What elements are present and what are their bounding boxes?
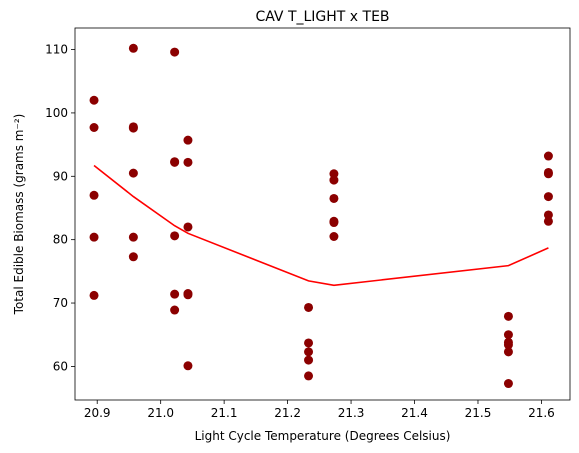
x-tick-label: 21.2 — [274, 406, 301, 420]
data-layer — [89, 43, 553, 389]
scatter-point — [304, 338, 314, 348]
scatter-point — [329, 175, 339, 185]
x-tick-label: 21.6 — [528, 406, 555, 420]
scatter-point — [183, 135, 193, 145]
scatter-point — [543, 216, 553, 226]
scatter-point — [503, 340, 513, 350]
scatter-point — [543, 169, 553, 179]
y-axis-label: Total Edible Biomass (grams m⁻²) — [12, 114, 26, 316]
y-tick-label: 70 — [53, 296, 68, 310]
y-tick-label: 60 — [53, 359, 68, 373]
scatter-point — [304, 371, 314, 381]
scatter-point — [503, 379, 513, 389]
x-tick-label: 21.3 — [338, 406, 365, 420]
scatter-point — [304, 355, 314, 365]
scatter-point — [304, 347, 314, 357]
scatter-point — [170, 289, 180, 299]
scatter-point — [89, 122, 99, 132]
scatter-point — [503, 330, 513, 340]
x-tick-label: 21.1 — [211, 406, 238, 420]
y-tick-label: 100 — [45, 106, 68, 120]
x-tick-label: 20.9 — [84, 406, 111, 420]
scatter-point — [128, 252, 138, 262]
x-tick-label: 21.4 — [401, 406, 428, 420]
scatter-point — [329, 193, 339, 203]
scatter-point — [183, 157, 193, 167]
scatter-point — [170, 47, 180, 57]
scatter-point — [89, 290, 99, 300]
scatter-point — [304, 302, 314, 312]
x-axis-label: Light Cycle Temperature (Degrees Celsius… — [195, 429, 451, 443]
x-axis-ticks: 20.9 21.0 21.1 21.2 21.3 21.4 21.5 21.6 — [84, 400, 555, 420]
axes-frame — [74, 27, 571, 401]
scatter-point — [128, 168, 138, 178]
x-tick-label: 21.0 — [147, 406, 174, 420]
scatter-point — [89, 232, 99, 242]
scatter-point — [329, 218, 339, 228]
scatter-point — [543, 151, 553, 161]
y-tick-label: 80 — [53, 233, 68, 247]
scatter-point — [170, 305, 180, 315]
y-axis-ticks: 60 70 80 90 100 110 — [45, 43, 75, 373]
scatter-point — [128, 123, 138, 133]
scatter-point — [183, 361, 193, 371]
scatter-point — [128, 43, 138, 53]
x-tick-label: 21.5 — [465, 406, 492, 420]
scatter-point — [183, 290, 193, 300]
scatter-point — [170, 157, 180, 167]
y-tick-label: 90 — [53, 169, 68, 183]
scatter-point — [128, 232, 138, 242]
y-tick-label: 110 — [45, 43, 68, 57]
trend-line — [93, 164, 549, 287]
scatter-point — [183, 222, 193, 232]
chart-title: CAV T_LIGHT x TEB — [255, 9, 389, 25]
scatter-point — [503, 347, 513, 357]
scatter-point — [543, 192, 553, 202]
scatter-point — [170, 231, 180, 241]
scatter-point — [329, 231, 339, 241]
scatter-point — [89, 190, 99, 200]
scatter-point — [503, 311, 513, 321]
scatter-point — [329, 169, 339, 179]
scatter-point — [543, 210, 553, 220]
scatter-point — [89, 95, 99, 105]
